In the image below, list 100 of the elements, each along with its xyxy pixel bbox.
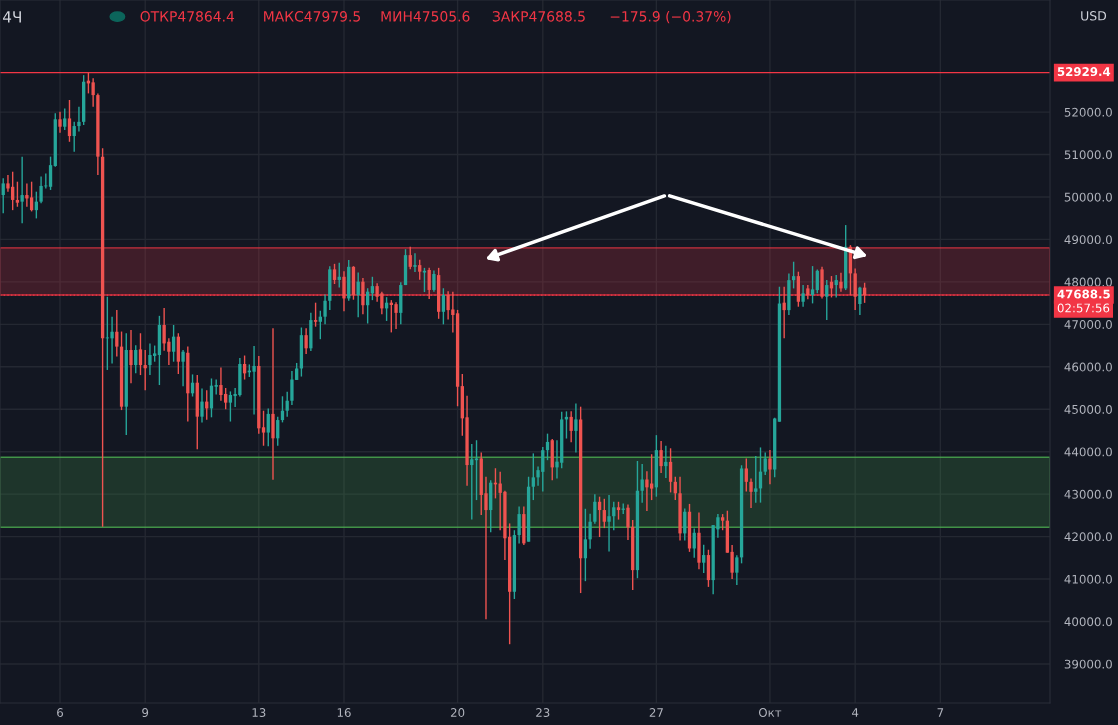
candlestick <box>77 106 81 133</box>
candlestick <box>853 267 857 311</box>
candlestick <box>252 345 256 416</box>
candlestick <box>626 503 630 541</box>
candlestick <box>418 259 422 281</box>
x-tick-label: 27 <box>649 708 663 717</box>
candlestick <box>129 329 133 385</box>
candlestick <box>645 470 649 512</box>
candlestick <box>593 493 597 525</box>
candlestick <box>858 286 862 316</box>
y-tick-label: 50000.0 <box>1064 192 1112 202</box>
candlestick <box>659 440 663 474</box>
x-tick-label: 7 <box>937 708 944 717</box>
candlestick <box>91 77 95 108</box>
ref-line-label: 47688.5 <box>1057 289 1110 299</box>
x-tick-label: 23 <box>536 708 550 717</box>
candlestick <box>171 324 176 363</box>
candlestick <box>432 269 436 293</box>
candlestick <box>763 451 767 476</box>
candlestick <box>67 99 72 143</box>
y-tick-label: 43000.0 <box>1064 489 1112 499</box>
y-tick-label: 41000.0 <box>1064 574 1112 584</box>
candlestick <box>323 293 327 326</box>
text: 02:57:56 <box>1057 303 1110 313</box>
candlestick <box>569 410 573 444</box>
text: USD <box>1081 11 1107 21</box>
candlestick <box>470 443 474 521</box>
annotation: МИН47505.6 <box>381 11 470 22</box>
candlestick <box>332 263 337 285</box>
annotation: ЗАКР47688.5 <box>492 11 585 22</box>
candlestick <box>58 110 62 134</box>
candlestick <box>20 155 24 224</box>
candlestick <box>702 543 706 574</box>
candlestick <box>754 455 758 504</box>
candlestick <box>115 309 119 358</box>
candlestick <box>138 332 143 376</box>
candlestick <box>72 121 76 153</box>
x-tick-label: 16 <box>337 708 351 717</box>
candlestick <box>531 452 535 501</box>
candlestick <box>768 449 772 486</box>
y-tick-label: 48000.0 <box>1064 277 1112 287</box>
candlestick <box>285 391 289 418</box>
candlestick <box>48 155 53 191</box>
annotation: −175.9 (−0.37%) <box>610 10 731 24</box>
candlestick <box>266 407 270 447</box>
y-tick-label: 49000.0 <box>1064 235 1112 245</box>
candlestick <box>607 494 611 553</box>
candlestick <box>427 267 431 300</box>
candlestick <box>474 439 479 501</box>
candlestick <box>304 327 308 355</box>
x-tick-label: 13 <box>252 708 266 717</box>
y-tick-label: 39000.0 <box>1064 659 1112 669</box>
candlestick <box>744 457 748 493</box>
candlestick <box>640 463 644 504</box>
candlestick <box>668 447 673 494</box>
candlestick <box>517 505 521 545</box>
candlestick <box>25 182 29 208</box>
candlestick <box>29 180 34 213</box>
ref-line-label: 52929.4 <box>1057 67 1111 77</box>
candlestick <box>228 390 233 423</box>
y-tick-label: 47000.0 <box>1064 320 1112 329</box>
candlestick <box>394 301 398 330</box>
candlestick <box>612 501 616 531</box>
x-tick-label: 6 <box>57 708 64 717</box>
candlestick <box>110 315 114 365</box>
candlestick <box>441 287 446 326</box>
candlestick <box>290 370 294 406</box>
candlestick <box>276 415 280 447</box>
candlestick <box>422 267 427 293</box>
candlestick <box>39 175 43 205</box>
y-tick-label: 51000.0 <box>1064 150 1112 160</box>
candlestick <box>825 279 829 321</box>
candlestick <box>602 498 606 529</box>
candlestick <box>839 272 843 293</box>
candlestick <box>583 508 588 582</box>
y-tick-label: 44000.0 <box>1064 447 1112 457</box>
y-tick-label: 45000.0 <box>1064 404 1112 414</box>
x-tick-label: 9 <box>142 708 149 717</box>
candlestick <box>574 402 578 454</box>
y-tick-label: 46000.0 <box>1064 362 1112 372</box>
candlestick <box>413 252 417 273</box>
candlestick <box>200 387 204 424</box>
candlestick <box>749 477 753 509</box>
y-tick-label: 42000.0 <box>1064 532 1112 542</box>
candlestick <box>313 301 318 328</box>
y-tick-label: 52000.0 <box>1064 107 1112 117</box>
candlestick <box>588 512 592 550</box>
y-tick-label: 40000.0 <box>1064 617 1112 627</box>
candlestick <box>181 349 185 388</box>
candlestick <box>15 180 20 208</box>
text: 4Ч <box>2 11 21 23</box>
candlestick <box>361 277 365 316</box>
candlestick <box>791 261 796 290</box>
candlestick <box>801 284 805 308</box>
candlestick <box>148 342 152 376</box>
candlestick <box>735 554 739 586</box>
candlestick <box>408 245 412 270</box>
annotation: МАКС47979.5 <box>264 11 360 22</box>
candlestick <box>134 344 138 375</box>
candlestick <box>342 270 346 312</box>
